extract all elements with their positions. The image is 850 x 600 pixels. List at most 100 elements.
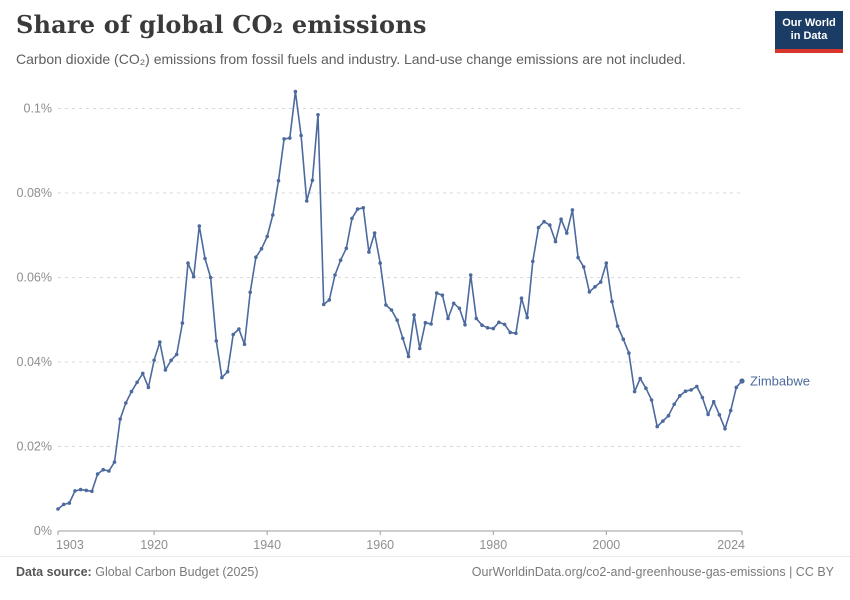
data-point[interactable] xyxy=(683,389,688,394)
data-point[interactable] xyxy=(367,250,371,254)
data-point[interactable] xyxy=(174,352,179,357)
data-point[interactable] xyxy=(378,261,383,265)
data-point[interactable] xyxy=(344,246,349,251)
data-point[interactable] xyxy=(84,488,89,493)
data-point[interactable] xyxy=(186,261,190,265)
data-point[interactable] xyxy=(146,385,151,390)
data-point[interactable] xyxy=(208,275,213,280)
data-point[interactable] xyxy=(412,313,416,317)
data-point[interactable] xyxy=(565,231,569,235)
data-point[interactable] xyxy=(706,412,710,417)
data-point[interactable] xyxy=(350,216,354,221)
data-point[interactable] xyxy=(423,320,428,325)
data-point[interactable] xyxy=(463,323,467,327)
data-point[interactable] xyxy=(666,413,671,418)
data-point[interactable] xyxy=(627,351,631,355)
data-point[interactable] xyxy=(225,369,230,374)
data-point[interactable] xyxy=(531,259,535,264)
data-point[interactable] xyxy=(485,326,490,330)
data-point[interactable] xyxy=(548,223,552,227)
data-point[interactable] xyxy=(56,507,60,511)
data-point[interactable] xyxy=(480,323,484,328)
data-point[interactable] xyxy=(734,385,739,390)
data-point[interactable] xyxy=(451,301,456,306)
data-point[interactable] xyxy=(61,502,66,507)
data-point[interactable] xyxy=(191,274,196,279)
data-point[interactable] xyxy=(723,427,727,431)
data-point[interactable] xyxy=(553,239,558,244)
data-point[interactable] xyxy=(254,255,258,259)
data-point[interactable] xyxy=(406,354,411,359)
data-point[interactable] xyxy=(519,296,524,301)
owid-logo[interactable]: Our World in Data xyxy=(775,11,843,53)
data-point[interactable] xyxy=(728,408,733,413)
data-point[interactable] xyxy=(695,384,699,389)
data-point[interactable] xyxy=(649,398,654,402)
data-point[interactable] xyxy=(321,302,326,307)
data-point[interactable] xyxy=(163,368,168,372)
data-point[interactable] xyxy=(474,316,479,321)
data-point[interactable] xyxy=(293,89,298,94)
data-point[interactable] xyxy=(581,265,586,269)
data-point[interactable] xyxy=(101,467,105,472)
data-point[interactable] xyxy=(316,113,320,117)
data-point[interactable] xyxy=(678,394,682,398)
data-point[interactable] xyxy=(203,256,207,261)
data-point[interactable] xyxy=(587,290,592,294)
data-point[interactable] xyxy=(525,315,529,320)
data-point[interactable] xyxy=(338,258,343,263)
series-end-point[interactable] xyxy=(739,378,745,384)
attribution-link[interactable]: OurWorldinData.org/co2-and-greenhouse-ga… xyxy=(471,565,834,579)
data-point[interactable] xyxy=(304,199,309,203)
data-point[interactable] xyxy=(401,336,405,341)
data-point[interactable] xyxy=(632,389,637,394)
data-point[interactable] xyxy=(717,413,722,417)
data-point[interactable] xyxy=(333,273,337,277)
data-point[interactable] xyxy=(604,261,609,265)
data-point[interactable] xyxy=(559,217,563,221)
data-point[interactable] xyxy=(570,208,575,212)
data-point[interactable] xyxy=(158,340,162,344)
data-point[interactable] xyxy=(129,389,134,394)
data-point[interactable] xyxy=(672,402,676,407)
data-point[interactable] xyxy=(638,376,642,381)
data-point[interactable] xyxy=(689,388,693,392)
data-point[interactable] xyxy=(259,247,264,251)
data-point[interactable] xyxy=(542,219,546,224)
entity-label[interactable]: Zimbabwe xyxy=(750,374,810,389)
data-point[interactable] xyxy=(310,178,315,183)
data-point[interactable] xyxy=(655,424,659,429)
data-point[interactable] xyxy=(621,337,626,342)
data-point[interactable] xyxy=(169,358,173,363)
data-point[interactable] xyxy=(242,342,247,347)
data-point[interactable] xyxy=(468,273,473,277)
data-point[interactable] xyxy=(576,255,580,260)
data-point[interactable] xyxy=(508,330,512,335)
data-point[interactable] xyxy=(152,358,156,363)
data-point[interactable] xyxy=(141,371,145,376)
data-point[interactable] xyxy=(107,469,111,473)
data-point[interactable] xyxy=(78,487,83,492)
data-point[interactable] xyxy=(434,291,439,295)
data-point[interactable] xyxy=(446,316,450,321)
data-point[interactable] xyxy=(372,231,377,235)
data-point[interactable] xyxy=(67,501,72,505)
data-point[interactable] xyxy=(73,489,77,493)
data-point[interactable] xyxy=(395,318,400,323)
data-point[interactable] xyxy=(598,280,603,284)
data-point[interactable] xyxy=(288,136,292,140)
data-point[interactable] xyxy=(355,207,360,211)
data-point[interactable] xyxy=(418,346,422,351)
data-point[interactable] xyxy=(248,290,252,295)
data-point[interactable] xyxy=(265,234,270,239)
data-point[interactable] xyxy=(237,327,241,331)
data-point[interactable] xyxy=(90,489,94,494)
data-point[interactable] xyxy=(124,401,128,405)
data-point[interactable] xyxy=(610,299,614,304)
data-point[interactable] xyxy=(700,395,705,400)
data-point[interactable] xyxy=(502,322,507,327)
data-point[interactable] xyxy=(118,417,122,421)
data-point[interactable] xyxy=(197,224,202,228)
data-point[interactable] xyxy=(457,306,462,311)
